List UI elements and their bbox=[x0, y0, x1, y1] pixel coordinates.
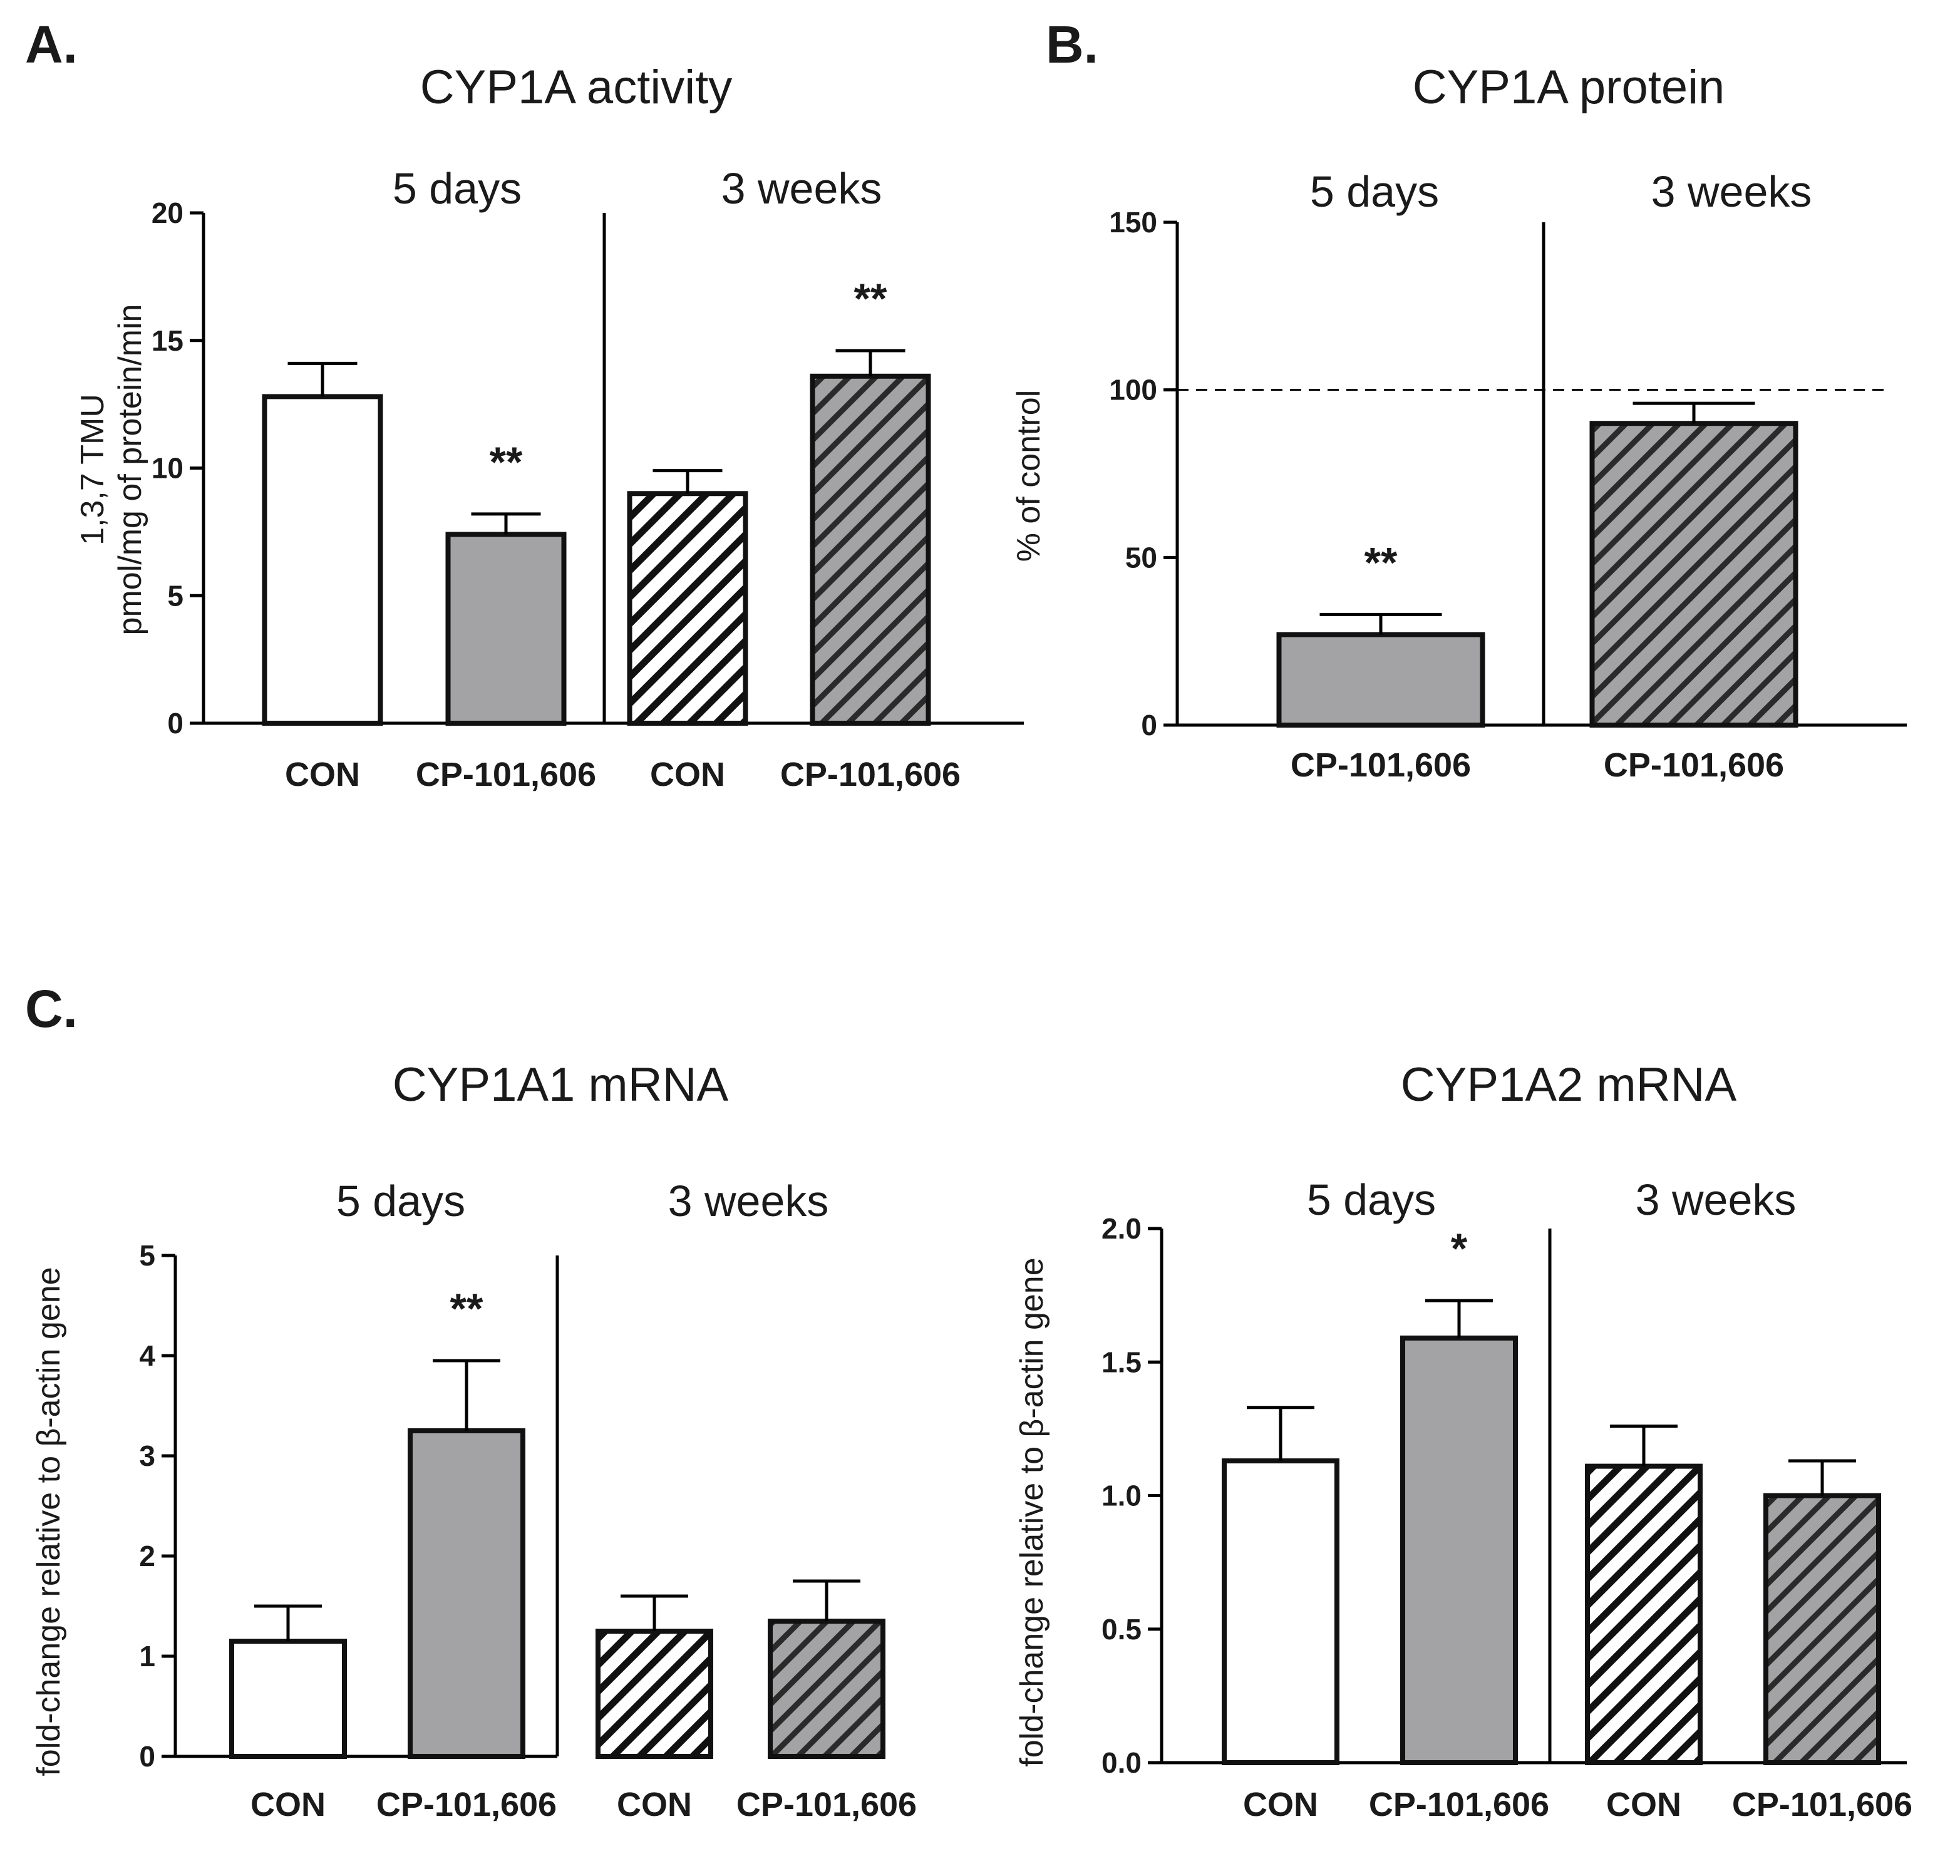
category-label: CON bbox=[285, 756, 360, 793]
y-tick-label: 15 bbox=[152, 324, 183, 357]
period-label: 3 weeks bbox=[668, 1177, 829, 1225]
category-label: CP-101,606 bbox=[780, 756, 961, 793]
y-tick-label: 1 bbox=[139, 1640, 155, 1672]
category-label: CON bbox=[650, 756, 725, 793]
bar bbox=[1400, 1335, 1518, 1765]
significance-marker: ** bbox=[854, 275, 887, 322]
chart-cyp1a-activity: CYP1A activity 5 days 3 weeks 0 5 10 15 20 1,3,7… bbox=[75, 61, 1024, 793]
y-tick-label: 0 bbox=[1141, 709, 1157, 741]
y-tick-label: 50 bbox=[1125, 541, 1157, 574]
panel-letter-b: B. bbox=[1046, 15, 1098, 74]
category-label: CON bbox=[250, 1786, 326, 1823]
y-tick-label: 1.0 bbox=[1101, 1480, 1142, 1512]
category-label: CP-101,606 bbox=[1369, 1786, 1549, 1823]
chart-cyp1a-protein: CYP1A protein 5 days 3 weeks 0 50 100 150 % of … bbox=[1011, 61, 1907, 784]
period-label: 5 days bbox=[1310, 167, 1439, 216]
chart-title-c1: CYP1A1 mRNA bbox=[393, 1058, 729, 1111]
bar bbox=[1763, 1493, 1881, 1765]
y-tick-label: 5 bbox=[167, 579, 183, 612]
chart-title-b: CYP1A protein bbox=[1413, 61, 1725, 114]
category-label: CON bbox=[1606, 1786, 1681, 1823]
chart-cyp1a1-mrna: CYP1A1 mRNA 5 days 3 weeks 0 1 2 3 4 5 fold-chang… bbox=[31, 1058, 917, 1823]
panel-letter-c: C. bbox=[25, 979, 78, 1038]
y-tick-label: 0.0 bbox=[1101, 1746, 1142, 1779]
significance-marker: ** bbox=[450, 1285, 483, 1332]
category-label: CP-101,606 bbox=[376, 1786, 557, 1823]
category-label: CP-101,606 bbox=[1732, 1786, 1912, 1823]
period-label: 3 weeks bbox=[721, 164, 882, 213]
bar bbox=[445, 532, 567, 726]
y-tick-label: 1.5 bbox=[1101, 1346, 1142, 1378]
y-tick-label: 0 bbox=[167, 707, 183, 740]
y-tick-label: 150 bbox=[1109, 206, 1157, 239]
category-label: CP-101,606 bbox=[736, 1786, 917, 1823]
y-tick-label: 2 bbox=[139, 1540, 155, 1572]
y-axis-title: % of control bbox=[1011, 390, 1047, 562]
panel-letter-a: A. bbox=[25, 15, 78, 74]
y-axis-title: fold-change relative to β-actin gene bbox=[31, 1267, 67, 1776]
y-axis-title: fold-change relative to β-actin gene bbox=[1014, 1257, 1050, 1766]
y-tick-label: 3 bbox=[139, 1440, 155, 1472]
y-tick-label: 0.5 bbox=[1101, 1613, 1142, 1646]
y-tick-label: 10 bbox=[152, 452, 183, 485]
y-tick-label: 20 bbox=[152, 197, 183, 229]
period-label: 5 days bbox=[336, 1177, 465, 1225]
bar bbox=[229, 1639, 347, 1759]
bar bbox=[596, 1629, 713, 1759]
category-label: CP-101,606 bbox=[1291, 746, 1471, 784]
significance-marker: ** bbox=[490, 438, 523, 486]
significance-marker: * bbox=[1451, 1225, 1468, 1272]
y-tick-label: 4 bbox=[139, 1339, 155, 1372]
bar bbox=[810, 373, 931, 726]
bar bbox=[1585, 1463, 1703, 1765]
y-tick-label: 2.0 bbox=[1101, 1212, 1142, 1245]
bar bbox=[408, 1428, 525, 1759]
y-axis-title: 1,3,7 TMU bbox=[75, 394, 111, 545]
chart-title-a: CYP1A activity bbox=[420, 61, 732, 114]
bar bbox=[1276, 632, 1485, 728]
period-label: 3 weeks bbox=[1651, 167, 1812, 216]
category-label: CP-101,606 bbox=[416, 756, 596, 793]
bar bbox=[262, 394, 383, 726]
category-label: CON bbox=[1243, 1786, 1318, 1823]
y-tick-label: 0 bbox=[139, 1740, 155, 1773]
y-tick-label: 5 bbox=[139, 1239, 155, 1272]
chart-title-c2: CYP1A2 mRNA bbox=[1401, 1058, 1737, 1111]
significance-marker: ** bbox=[1364, 539, 1398, 586]
period-label: 5 days bbox=[1307, 1175, 1436, 1224]
category-label: CP-101,606 bbox=[1604, 746, 1784, 784]
period-label: 3 weeks bbox=[1636, 1175, 1797, 1224]
bar bbox=[1222, 1458, 1339, 1765]
category-label: CON bbox=[617, 1786, 692, 1823]
chart-cyp1a2-mrna: CYP1A2 mRNA 5 days 3 weeks 0.0 0.5 1.0 1.5 2.0 f… bbox=[1014, 1058, 1912, 1823]
period-label: 5 days bbox=[393, 164, 522, 213]
y-axis-title: pmol/mg of protein/min bbox=[112, 304, 148, 636]
y-tick-label: 100 bbox=[1109, 374, 1157, 406]
bar bbox=[1589, 421, 1798, 728]
bar bbox=[627, 491, 748, 726]
bar bbox=[768, 1619, 885, 1759]
